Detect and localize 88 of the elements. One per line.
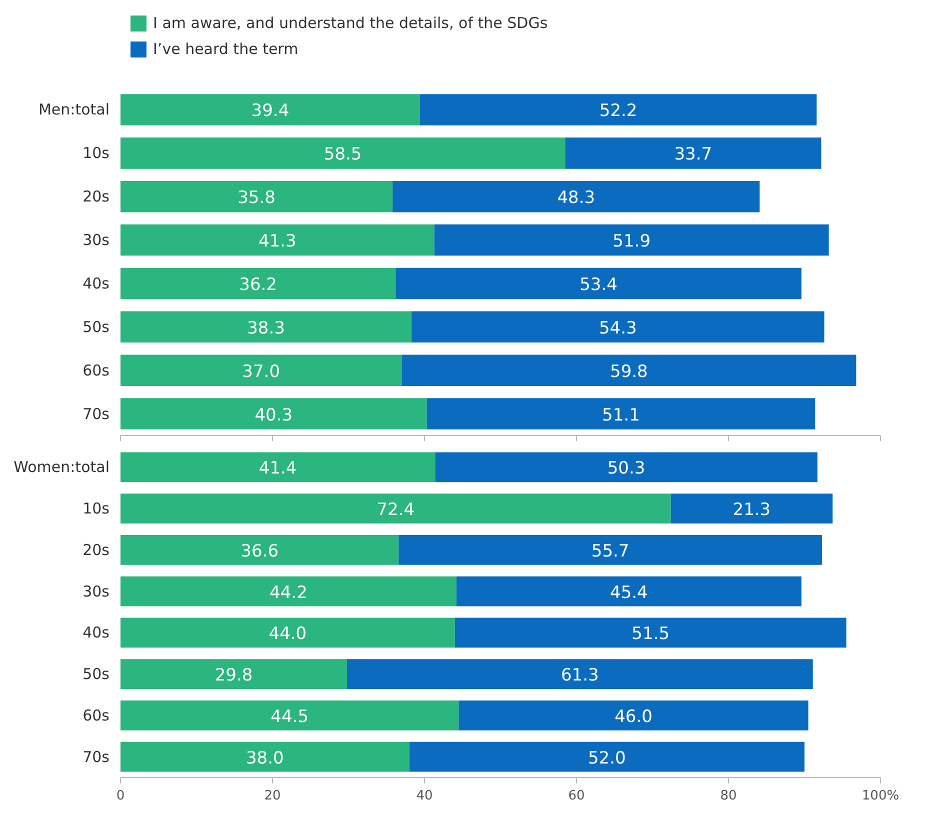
bar [435, 452, 818, 482]
bar [120, 268, 396, 300]
data-label: 41.4 [258, 458, 297, 479]
data-label: 51.1 [602, 405, 640, 426]
bar [120, 700, 459, 730]
bar [434, 224, 829, 256]
bar [670, 494, 833, 524]
data-label: 44.5 [270, 706, 309, 727]
data-label: 44.0 [268, 624, 307, 644]
bar [120, 535, 399, 565]
x-tick-label: 100% [862, 788, 900, 804]
bar [120, 180, 393, 212]
y-tick-label: 40s [82, 274, 110, 292]
y-tick-label: 30s [82, 582, 110, 600]
data-label: 55.7 [591, 541, 630, 562]
data-label: 36.6 [240, 541, 279, 562]
bar [120, 659, 347, 689]
y-tick-label: 60s [82, 706, 110, 724]
y-tick-label: Men:total [38, 100, 110, 119]
bar [426, 398, 816, 430]
data-label: 51.5 [632, 624, 670, 644]
bar [392, 180, 760, 212]
x-tick-label: 80 [720, 788, 737, 804]
bar [402, 354, 856, 386]
data-label: 58.5 [324, 144, 362, 165]
bar [120, 398, 427, 430]
bar [120, 311, 412, 343]
data-label: 51.9 [612, 232, 651, 252]
y-tick-label: 20s [82, 540, 110, 559]
x-tick-label: 0 [116, 788, 125, 804]
bar [396, 268, 802, 300]
bar [120, 576, 456, 606]
data-label: 52.0 [588, 748, 626, 768]
data-label: 21.3 [732, 500, 771, 520]
data-label: 33.7 [674, 144, 712, 165]
bar [120, 742, 410, 772]
y-tick-label: Women:total [14, 458, 110, 476]
x-tick-label: 60 [568, 788, 585, 804]
bar [120, 224, 434, 256]
data-label: 48.3 [557, 188, 596, 208]
bar [456, 576, 802, 606]
data-label: 37.0 [242, 362, 280, 382]
y-tick-label: 70s [82, 748, 110, 766]
data-label: 52.2 [599, 101, 638, 122]
bar [412, 311, 824, 343]
data-label: 61.3 [560, 666, 599, 686]
data-label: 39.4 [251, 101, 290, 122]
y-tick-label: 50s [82, 318, 110, 336]
data-label: 45.4 [610, 582, 648, 603]
legend-label: I am aware, and understand the details, of the SDGs [153, 14, 548, 32]
bar [420, 94, 817, 126]
data-label: 54.3 [598, 318, 637, 338]
data-label: 38.0 [246, 748, 284, 768]
data-label: 35.8 [238, 188, 276, 208]
bar [120, 618, 455, 648]
data-label: 59.8 [610, 362, 648, 382]
y-tick-label: 20s [82, 188, 110, 206]
y-tick-label: 60s [82, 361, 110, 380]
y-tick-label: 10s [82, 144, 110, 162]
y-tick-label: 10s [82, 500, 110, 518]
data-label: 29.8 [214, 666, 253, 686]
data-label: 41.3 [258, 232, 296, 252]
bar [565, 138, 822, 169]
data-label: 40.3 [254, 405, 293, 426]
bar [120, 94, 420, 126]
legend-label: I’ve heard the term [153, 40, 298, 58]
data-label: 46.0 [614, 706, 652, 727]
bar [409, 742, 804, 772]
data-label: 44.2 [270, 582, 308, 603]
x-tick-label: 40 [416, 788, 433, 804]
bar [120, 494, 671, 524]
data-label: 36.2 [239, 274, 277, 295]
bar [458, 700, 808, 730]
bar [120, 138, 566, 169]
x-tick-label: 20 [264, 788, 281, 804]
y-tick-label: 50s [82, 665, 110, 684]
bar [454, 618, 846, 648]
bar [120, 354, 402, 386]
bar [120, 452, 436, 482]
y-tick-label: 30s [82, 231, 110, 250]
data-label: 53.4 [580, 274, 618, 295]
y-tick-label: 70s [82, 404, 110, 423]
bar [398, 535, 822, 565]
data-label: 50.3 [607, 458, 646, 479]
data-label: 38.3 [247, 318, 285, 338]
y-tick-label: 40s [82, 624, 110, 642]
data-label: 72.4 [376, 500, 415, 520]
bar [346, 659, 813, 689]
